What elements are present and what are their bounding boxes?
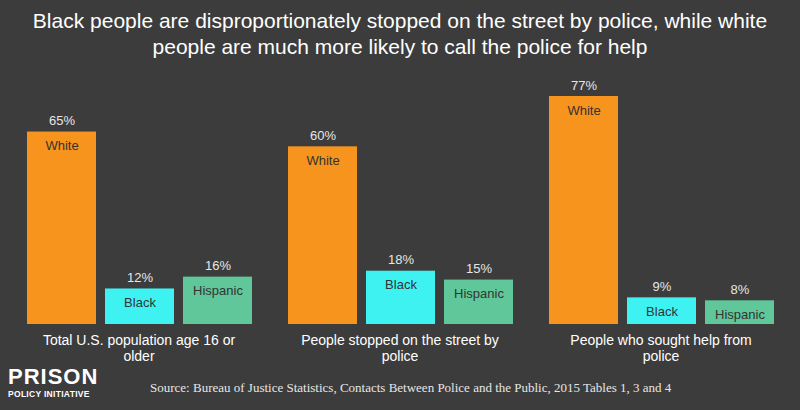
svg-text:Black: Black xyxy=(124,295,156,310)
html-text:People stopped on the street b: People stopped on the street by police xyxy=(301,332,499,364)
html-text:Source: Bureau of Justice Stat: Source: Bureau of Justice Statistics, Co… xyxy=(150,380,672,395)
svg-text:White: White xyxy=(306,153,339,168)
svg-text:Black: Black xyxy=(646,304,678,319)
svg-text:Hispanic: Hispanic xyxy=(193,283,243,298)
svg-text:Hispanic: Hispanic xyxy=(454,286,504,301)
svg-text:18%: 18% xyxy=(388,252,414,267)
svg-text:60%: 60% xyxy=(310,128,336,143)
svg-text:8%: 8% xyxy=(731,282,750,297)
html-text:PRISON: PRISON xyxy=(8,364,99,389)
svg-text:77%: 77% xyxy=(571,78,597,93)
svg-text:White: White xyxy=(567,103,600,118)
svg-text:9%: 9% xyxy=(653,279,672,294)
svg-text:White: White xyxy=(45,138,78,153)
svg-text:65%: 65% xyxy=(49,113,75,128)
html-text:POLICY INITIATIVE: POLICY INITIATIVE xyxy=(8,389,90,399)
html-text:Black people are disproportion: Black people are disproportionately stop… xyxy=(32,9,768,58)
svg-text:Black: Black xyxy=(385,277,417,292)
html-text:Total U.S. population age 16 o: Total U.S. population age 16 or older xyxy=(42,332,236,364)
html-text:People who sought help from po: People who sought help from police xyxy=(570,332,752,364)
svg-text:15%: 15% xyxy=(466,261,492,276)
svg-text:12%: 12% xyxy=(127,270,153,285)
svg-text:Hispanic: Hispanic xyxy=(715,307,765,322)
svg-text:16%: 16% xyxy=(205,258,231,273)
